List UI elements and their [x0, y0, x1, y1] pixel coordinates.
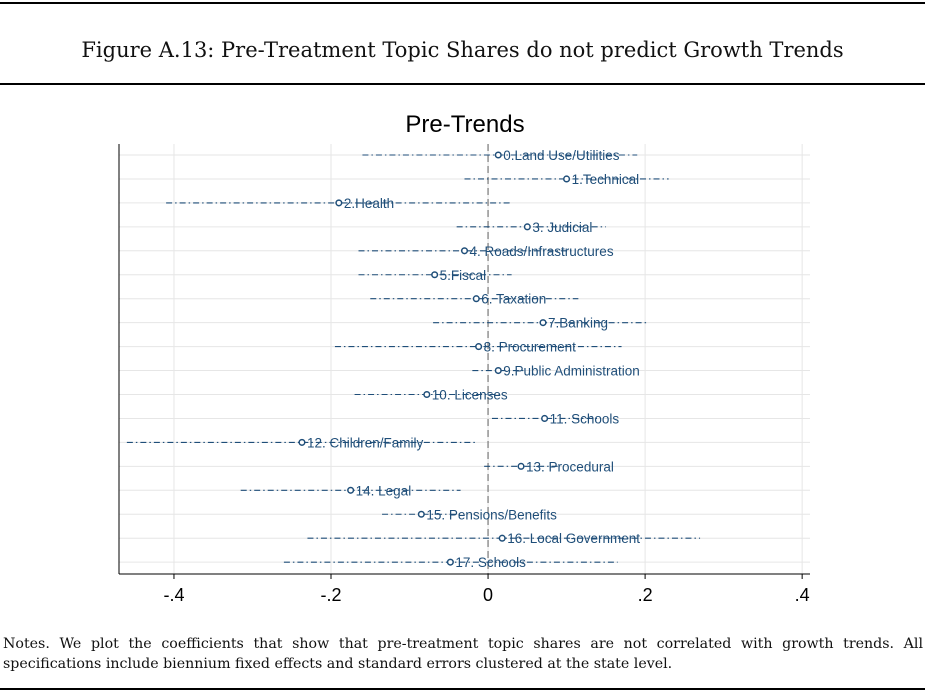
estimate-point-8	[475, 343, 483, 351]
estimate-point-7	[539, 319, 547, 327]
point-label-8: 8. Procurement	[484, 340, 577, 355]
x-tick-label-2: 0	[483, 585, 493, 605]
coef-row-6: 6. Taxation	[370, 292, 579, 307]
point-label-6: 6. Taxation	[481, 292, 546, 307]
x-tick-label-0: -.4	[163, 585, 184, 605]
point-label-4: 4. Roads/Infrastructures	[470, 244, 614, 259]
point-label-3: 3. Judicial	[532, 220, 592, 235]
point-label-1: 1.Technical	[572, 172, 640, 187]
point-label-0: 0.Land Use/Utilities	[503, 148, 620, 163]
x-tick-label-1: -.2	[321, 585, 342, 605]
figure-notes: Notes. We plot the coefficients that sho…	[3, 636, 923, 672]
estimate-point-5	[431, 271, 439, 279]
figure-title: Figure A.13: Pre-Treatment Topic Shares …	[81, 38, 844, 62]
estimate-point-4	[460, 247, 469, 255]
point-label-17: 17. Schools	[455, 555, 526, 570]
coef-row-4: 4. Roads/Infrastructures	[358, 244, 614, 259]
point-label-2: 2.Health	[344, 196, 394, 211]
estimate-point-9	[494, 367, 502, 375]
estimate-point-2	[335, 199, 343, 207]
point-label-14: 14. Legal	[356, 483, 412, 498]
title-rule	[0, 83, 925, 85]
point-label-16: 16. Local Government	[507, 531, 640, 546]
coef-row-13: 13. Procedural	[484, 459, 614, 474]
estimate-point-3	[523, 223, 531, 231]
coef-row-9: 9.Public Administration	[472, 364, 640, 379]
estimate-point-1	[563, 175, 571, 183]
top-rule	[0, 2, 925, 4]
coefficient-marks: 0.Land Use/Utilities 1.Technical 2.Health 3…	[126, 148, 701, 570]
estimate-point-17	[446, 558, 454, 566]
x-tick-label-4: .4	[795, 585, 810, 605]
coef-row-16: 16. Local Government	[307, 531, 701, 546]
coef-row-10: 10. Licenses	[354, 388, 508, 403]
x-tick-label-3: .2	[638, 585, 653, 605]
point-label-9: 9.Public Administration	[503, 364, 640, 379]
chart-title: Pre-Trends	[405, 111, 524, 138]
coef-row-12: 12. Children/Family	[126, 435, 477, 450]
point-label-7: 7.Banking	[548, 316, 608, 331]
point-label-10: 10. Licenses	[432, 388, 508, 403]
coef-row-0: 0.Land Use/Utilities	[362, 148, 638, 163]
coef-row-3: 3. Judicial	[456, 220, 606, 235]
coef-row-2: 2.Health	[166, 196, 512, 211]
estimate-point-11	[541, 414, 549, 423]
coef-row-14: 14. Legal	[240, 483, 461, 498]
estimate-point-6	[472, 295, 480, 303]
estimate-point-13	[517, 462, 525, 470]
coef-row-7: 7.Banking	[433, 316, 650, 331]
coef-row-5: 5.Fiscal	[358, 268, 512, 283]
bottom-rule	[0, 688, 925, 690]
point-label-12: 12. Children/Family	[307, 435, 424, 450]
estimate-point-16	[498, 534, 506, 542]
point-label-5: 5.Fiscal	[440, 268, 487, 283]
point-label-15: 15. Pensions/Benefits	[426, 507, 557, 522]
estimate-point-12	[298, 438, 306, 446]
coef-row-8: 8. Procurement	[334, 340, 622, 355]
axes: -.4 -.2 0 .2 .4	[118, 144, 810, 605]
coef-row-1: 1.Technical	[464, 172, 669, 187]
estimate-point-10	[423, 390, 431, 399]
estimate-point-14	[347, 486, 355, 494]
point-label-13: 13. Procedural	[526, 459, 614, 474]
estimate-point-15	[417, 510, 425, 518]
coefficient-plot: Pre-Trends 0.Land Use/Utilities 1.Technic…	[118, 111, 810, 605]
coef-row-17: 17. Schools	[283, 555, 618, 570]
estimate-point-0	[494, 151, 502, 159]
coef-row-11: 11. Schools	[491, 411, 620, 426]
point-label-11: 11. Schools	[550, 411, 620, 426]
coef-row-15: 15. Pensions/Benefits	[382, 507, 557, 522]
